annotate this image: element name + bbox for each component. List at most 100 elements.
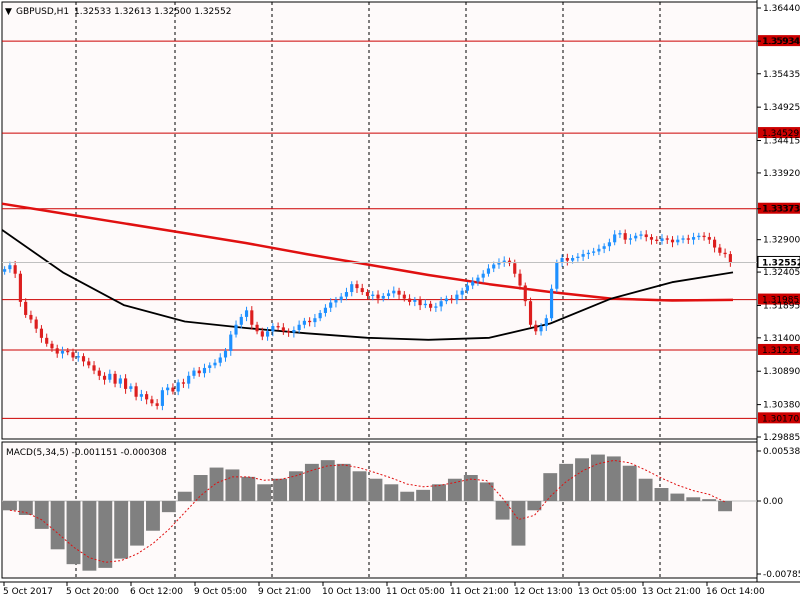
candle-body (281, 327, 285, 332)
price-tick-label: 1.31895 (763, 301, 800, 311)
candle-body (592, 251, 596, 253)
macd-bar (304, 463, 319, 502)
candle-body (686, 238, 690, 240)
candle-body (139, 394, 143, 397)
grid (75, 2, 661, 578)
candle-body (81, 356, 86, 362)
candle-body (418, 299, 422, 306)
macd-bar (273, 478, 288, 502)
candle-body (376, 294, 380, 299)
candle-body (655, 239, 659, 241)
candle-body (344, 292, 349, 297)
candle-body (429, 303, 433, 308)
macd-bar (654, 488, 669, 502)
candle-body (628, 238, 633, 240)
candle-body (124, 378, 128, 389)
price-tick-label: 1.32405 (763, 268, 800, 278)
macd-bar (82, 501, 97, 571)
time-tick-label: 12 Oct 13:00 (514, 587, 573, 597)
candle-body (386, 293, 391, 296)
candle-body (523, 285, 527, 302)
candle-body (234, 324, 238, 335)
candlesticks (3, 229, 732, 411)
candle-body (13, 265, 17, 274)
candle-body (565, 258, 569, 261)
candle-body (665, 238, 669, 240)
candle-body (381, 295, 385, 299)
candle-body (560, 258, 564, 263)
candle-body (260, 331, 264, 337)
candle-body (450, 298, 454, 300)
macd-bar (130, 501, 145, 546)
level-price-label: 1.30170 (762, 414, 799, 424)
candle-body (718, 247, 722, 253)
candle-body (76, 356, 80, 358)
candle-body (34, 319, 38, 329)
candle-body (118, 378, 122, 384)
macd-axis: 0.005385 0.00 -0.007858 (757, 447, 800, 580)
candle-body (171, 387, 175, 392)
candle-body (697, 235, 701, 238)
price-tick-label: 1.34415 (763, 137, 800, 147)
candle-body (8, 265, 12, 270)
macd-bar (209, 467, 224, 502)
candle-body (676, 239, 680, 243)
candle-body (3, 269, 7, 272)
time-tick-label: 9 Oct 05:00 (194, 587, 247, 597)
level-price-box (758, 293, 800, 305)
candle-body (318, 312, 322, 319)
horizontal-levels[interactable]: 1.35934 1.34529 1.33373 1.31985 1.31215 1.301… (2, 35, 800, 424)
candle-body (113, 373, 117, 384)
candle-body (544, 318, 548, 327)
candle-body (602, 246, 606, 249)
macd-bar (193, 475, 208, 502)
level-price-label: 1.35934 (762, 37, 799, 47)
candle-body (297, 324, 301, 330)
macd-bar (352, 471, 367, 502)
candle-body (486, 268, 491, 274)
collapse-triangle-icon[interactable]: ▼ (5, 7, 12, 17)
macd-bar (527, 501, 542, 511)
price-tick-label: 1.31400 (763, 334, 800, 344)
candle-body (649, 237, 654, 240)
time-tick-label: 10 Oct 13:00 (322, 587, 381, 597)
macd-bar (3, 501, 17, 511)
candle-body (476, 277, 480, 282)
macd-bar (590, 454, 605, 502)
price-tick-label: 1.36440 (763, 4, 800, 14)
candle-body (691, 237, 696, 240)
macd-bar (511, 501, 526, 546)
price-tick-label: 1.30380 (763, 401, 800, 411)
candle-body (402, 294, 406, 299)
candle-body (607, 242, 611, 247)
candle-body (444, 298, 448, 302)
macd-bar (336, 463, 351, 502)
candle-body (302, 320, 306, 325)
time-axis: 5 Oct 2017 5 Oct 20:00 6 Oct 12:00 9 Oct 05… (3, 582, 765, 597)
price-tick-label: 1.30890 (763, 367, 800, 377)
macd-bar (368, 478, 383, 502)
candle-body (39, 328, 44, 338)
macd-bar (114, 501, 129, 559)
candle-body (555, 262, 559, 289)
candle-body (644, 234, 648, 238)
price-axis: 1.36440 1.35934 1.35435 1.34925 1.34415 1.339… (757, 4, 800, 443)
candle-body (507, 260, 512, 264)
candle-body (613, 234, 617, 243)
candle-body (71, 352, 75, 358)
candle-body (702, 235, 706, 238)
candle-body (465, 285, 469, 291)
macd-bar (34, 501, 49, 529)
candle-body (244, 310, 249, 317)
macd-bar (432, 484, 446, 502)
macd-bar (606, 456, 621, 502)
candle-body (176, 382, 180, 392)
candle-body (586, 252, 590, 255)
macd-bar (622, 465, 637, 502)
candle-body (439, 301, 443, 307)
macd-bar (257, 484, 272, 502)
level-price-box (758, 343, 800, 355)
candle-body (339, 296, 343, 300)
price-tick-label: 1.35934 (763, 37, 800, 47)
